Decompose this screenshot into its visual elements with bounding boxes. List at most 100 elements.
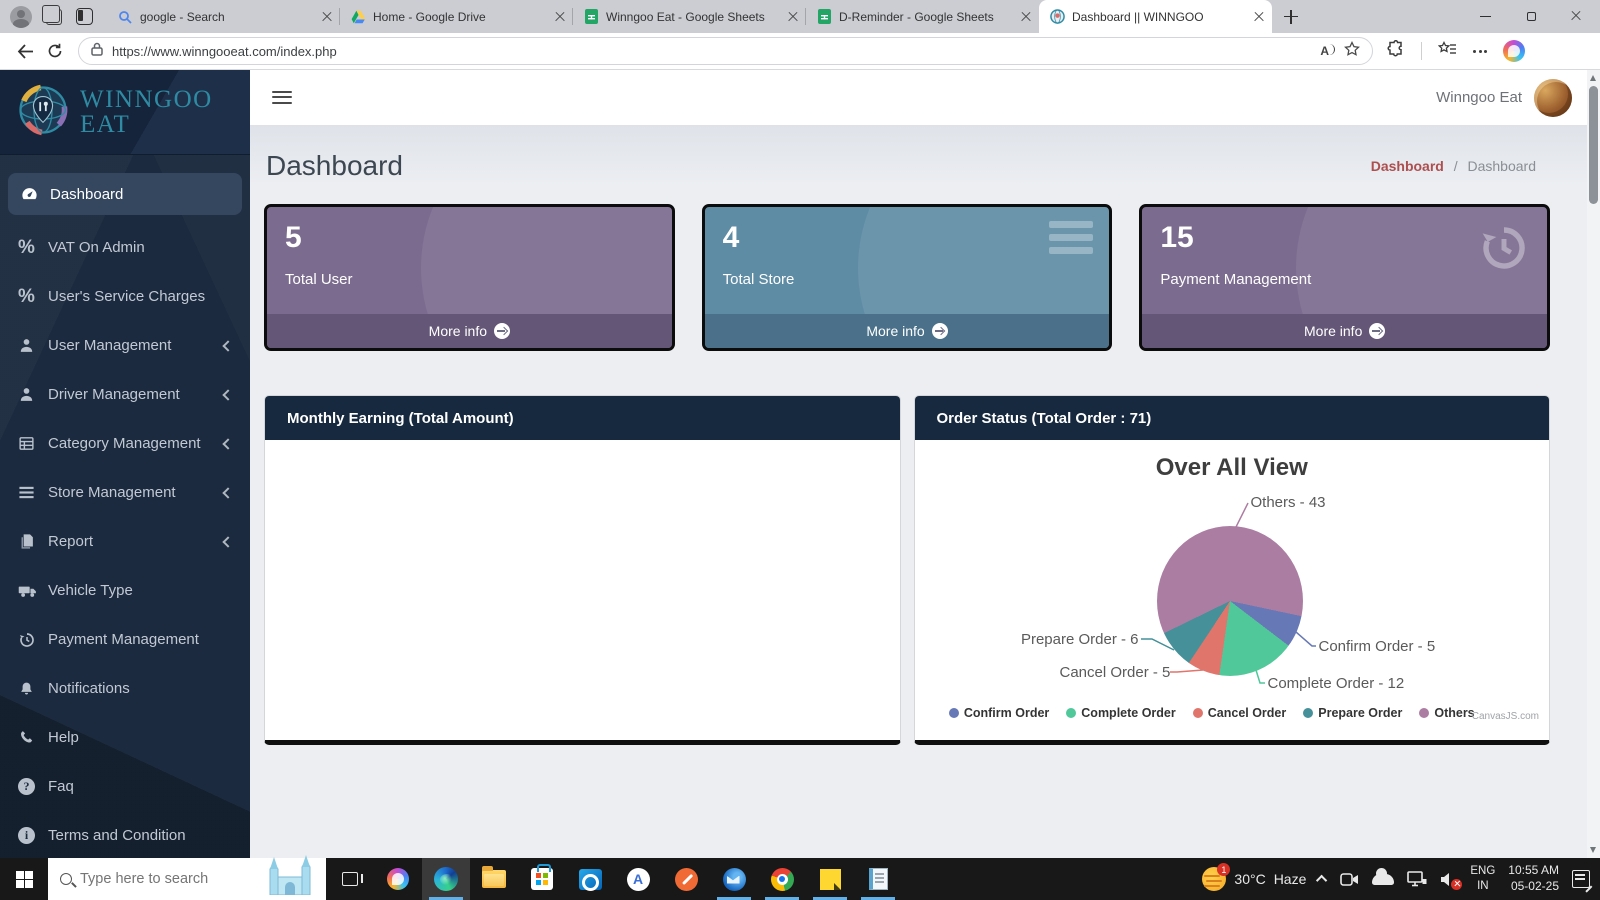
sidebar-item-dashboard[interactable]: Dashboard <box>8 173 242 215</box>
language-indicator[interactable]: ENG IN <box>1470 865 1496 892</box>
scrollbar-thumb[interactable] <box>1589 86 1598 204</box>
google-sheets-icon <box>816 9 832 25</box>
copilot-taskbar-icon[interactable] <box>374 858 422 900</box>
tab-sheets-winngoo[interactable]: Winngoo Eat - Google Sheets <box>573 0 806 33</box>
more-info-link[interactable]: More info <box>1142 314 1548 348</box>
address-bar[interactable]: https://www.winngooeat.com/index.php A <box>78 37 1373 65</box>
close-tab-icon[interactable] <box>555 12 565 22</box>
sidebar-toggle-icon[interactable] <box>272 90 292 105</box>
volume-muted-icon[interactable] <box>1440 872 1463 890</box>
scroll-down-icon[interactable] <box>1590 847 1596 853</box>
card-value: 5 <box>285 221 302 254</box>
legend-item-complete[interactable]: Complete Order <box>1066 706 1176 720</box>
copilot-icon[interactable] <box>1503 40 1525 62</box>
legend-item-cancel[interactable]: Cancel Order <box>1192 706 1286 720</box>
favorites-bar-icon[interactable] <box>1437 40 1457 62</box>
workspaces-icon[interactable] <box>42 4 62 25</box>
more-info-link[interactable]: More info <box>704 314 1110 348</box>
user-avatar[interactable] <box>1534 78 1572 117</box>
page-scrollbar[interactable] <box>1587 70 1600 858</box>
close-window-button[interactable] <box>1554 0 1600 33</box>
notepad-icon[interactable] <box>854 858 902 900</box>
taskbar-search[interactable] <box>48 855 326 900</box>
minimize-button[interactable] <box>1462 0 1508 33</box>
sidebar-item-payment-management[interactable]: Payment Management <box>0 615 250 664</box>
more-menu-icon[interactable] <box>1473 49 1487 53</box>
chrome-icon[interactable] <box>758 858 806 900</box>
monthly-earning-chart-area <box>265 440 900 741</box>
network-icon[interactable] <box>1407 871 1427 887</box>
legend-dot <box>948 708 959 718</box>
search-input[interactable] <box>80 871 240 887</box>
new-tab-button[interactable] <box>1278 4 1304 30</box>
legend-item-prepare[interactable]: Prepare Order <box>1303 706 1402 720</box>
browser-profile-icon[interactable] <box>10 5 32 28</box>
sidebar-item-driver-management[interactable]: Driver Management <box>0 370 250 419</box>
microsoft-store-icon[interactable] <box>518 858 566 900</box>
scroll-up-icon[interactable] <box>1590 75 1596 81</box>
task-view-button[interactable] <box>326 858 374 900</box>
tab-google-search[interactable]: google - Search <box>107 0 340 33</box>
weather-widget[interactable]: 1 30°C Haze <box>1202 863 1306 891</box>
legend-item-others[interactable]: Others <box>1419 706 1475 720</box>
start-button[interactable] <box>0 858 48 900</box>
sidebar-item-vehicle-type[interactable]: Vehicle Type <box>0 566 250 615</box>
bars-icon <box>18 485 48 500</box>
sidebar-item-user-management[interactable]: User Management <box>0 321 250 370</box>
restore-button[interactable] <box>1508 0 1554 33</box>
card-label: Total Store <box>722 271 795 288</box>
close-tab-icon[interactable] <box>1254 12 1264 22</box>
thunderbird-icon[interactable] <box>710 858 758 900</box>
sidebar-item-help[interactable]: Help <box>0 713 250 762</box>
user-menu[interactable]: Winngoo Eat <box>1436 78 1572 117</box>
extensions-icon[interactable] <box>1387 39 1405 63</box>
chevron-left-icon <box>222 437 234 450</box>
top-navbar: Winngoo Eat <box>250 70 1600 126</box>
tab-google-drive[interactable]: Home - Google Drive <box>340 0 573 33</box>
pen-app-icon[interactable] <box>662 858 710 900</box>
close-tab-icon[interactable] <box>322 12 332 22</box>
tab-dashboard-winngoo[interactable]: Dashboard || WINNGOO <box>1039 0 1272 33</box>
sidebar-item-category-management[interactable]: Category Management <box>0 419 250 468</box>
sidebar-item-label: Vehicle Type <box>48 582 133 599</box>
tray-expand-icon[interactable] <box>1316 874 1328 887</box>
sidebar-item-terms-and-condition[interactable]: i Terms and Condition <box>0 811 250 858</box>
sidebar-item-store-management[interactable]: Store Management <box>0 468 250 517</box>
favorite-star-icon[interactable] <box>1344 40 1360 62</box>
meet-now-icon[interactable] <box>1340 872 1359 887</box>
back-button[interactable] <box>10 36 40 66</box>
close-tab-icon[interactable] <box>1021 12 1031 22</box>
legend-dot <box>1066 708 1077 718</box>
sidebar-item-label: Faq <box>48 778 74 795</box>
canvasjs-watermark[interactable]: CanvasJS.com <box>1471 711 1539 722</box>
breadcrumb-link[interactable]: Dashboard <box>1370 158 1444 174</box>
file-explorer-icon[interactable] <box>470 858 518 900</box>
close-tab-icon[interactable] <box>788 12 798 22</box>
tab-title: google - Search <box>140 9 225 24</box>
sidebar-item-vat-on-admin[interactable]: % VAT On Admin <box>0 223 250 272</box>
brand-logo[interactable]: WINNGOO EAT <box>0 70 250 155</box>
pie-label-confirm: Confirm Order - 5 <box>1318 638 1436 655</box>
outlook-icon[interactable] <box>566 858 614 900</box>
sidebar-item-notifications[interactable]: Notifications <box>0 664 250 713</box>
sidebar-item-users-service-charges[interactable]: % User's Service Charges <box>0 272 250 321</box>
arrow-circle-icon <box>494 323 511 339</box>
chevron-left-icon <box>222 388 234 401</box>
taskbar-clock[interactable]: 10:55 AM 05-02-25 <box>1508 863 1559 894</box>
order-status-chart-area: Over All View Others - 43 Confirm Order … <box>915 440 1550 741</box>
legend-item-confirm[interactable]: Confirm Order <box>948 706 1049 720</box>
sidebar-item-faq[interactable]: ? Faq <box>0 762 250 811</box>
tab-search-icon[interactable] <box>76 8 93 25</box>
card-label: Total User <box>285 271 353 288</box>
edge-taskbar-icon[interactable] <box>422 858 470 900</box>
refresh-button[interactable] <box>40 36 70 66</box>
action-center-icon[interactable] <box>1572 870 1590 888</box>
read-aloud-icon[interactable]: A <box>1320 44 1335 58</box>
a-app-icon[interactable]: A <box>614 858 662 900</box>
sidebar-item-report[interactable]: Report <box>0 517 250 566</box>
sticky-notes-icon[interactable] <box>806 858 854 900</box>
more-info-link[interactable]: More info <box>267 314 672 348</box>
onedrive-icon[interactable] <box>1372 867 1395 885</box>
tab-sheets-dreminder[interactable]: D-Reminder - Google Sheets <box>806 0 1039 33</box>
card-value: 4 <box>722 221 740 254</box>
